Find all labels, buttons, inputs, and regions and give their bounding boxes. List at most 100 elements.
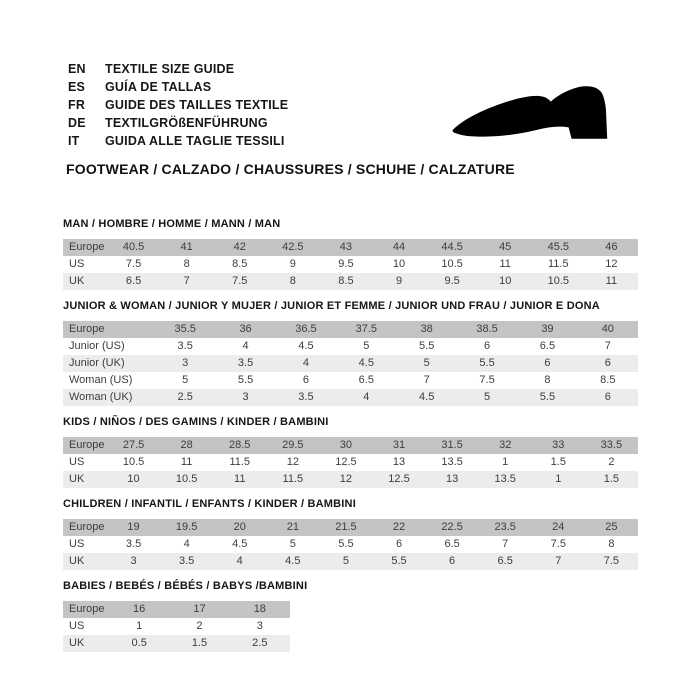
size-cell: 2 (196, 620, 203, 632)
size-cell: 5.5 (539, 391, 556, 403)
language-label: GUIDA ALLE TAGLIE TESSILI (105, 134, 285, 148)
size-cell: 21.5 (335, 521, 357, 533)
size-cell: 6.5 (497, 555, 513, 567)
size-cell: 5.5 (391, 555, 407, 567)
size-cell: 40 (601, 323, 614, 335)
size-cell: 28 (180, 439, 193, 451)
size-cell: 33 (552, 439, 565, 451)
language-list: EN TEXTILE SIZE GUIDE ES GUÍA DE TALLAS FR GU… (68, 60, 288, 150)
size-cell: 18 (253, 603, 266, 615)
size-cell: 12 (286, 456, 299, 468)
size-cell: 20 (233, 521, 246, 533)
size-table-section: KIDS / NIÑOS / DES GAMINS / KINDER / BAM… (63, 415, 638, 488)
language-label: TEXTILE SIZE GUIDE (105, 62, 235, 76)
size-cell: 31 (392, 439, 406, 451)
size-cell: 12 (605, 258, 618, 270)
size-cell: 3.5 (298, 391, 314, 403)
size-cell: 44 (392, 241, 406, 253)
size-cell: 7.5 (479, 374, 495, 386)
table-header-row: Europe 27.5 28 28.5 29.5 30 31 31.5 32 33 33.5 (63, 437, 638, 454)
language-code: ES (68, 80, 86, 94)
category-heading: FOOTWEAR / CALZADO / CHAUSSURES / SCHUHE… (66, 161, 515, 177)
size-cell: 3 (130, 555, 137, 567)
size-cell: 4 (236, 555, 243, 567)
size-cell: 5.5 (479, 357, 495, 369)
size-cell: 27.5 (122, 439, 145, 451)
size-cell: 9 (289, 258, 296, 270)
table-row: UK 6.5 7 7.5 8 8.5 9 9.5 10 10.5 11 (63, 273, 638, 290)
size-table: Europe 19 19.5 20 21 21.5 22 22.5 23.5 24 25 US 3.5 4… (63, 519, 638, 570)
size-cell: 11 (180, 456, 193, 468)
size-cell: 7.5 (125, 258, 142, 270)
size-cell: 4.5 (419, 391, 435, 403)
table-row: UK 10 10.5 11 11.5 12 12.5 13 13.5 1 1.5 (63, 471, 638, 488)
size-table-section: CHILDREN / INFANTIL / ENFANTS / KINDER /… (63, 497, 638, 570)
size-cell: 40.5 (122, 241, 145, 253)
size-cell: 6 (302, 374, 309, 386)
size-cell: 8 (544, 374, 551, 386)
size-cell: 11 (605, 275, 618, 287)
size-cell: 4.5 (358, 357, 374, 369)
row-label-cell: US (69, 258, 85, 270)
section-title: MAN / HOMBRE / HOMME / MANN / MAN (63, 218, 281, 230)
size-cell: 38 (420, 323, 433, 335)
size-cell: 12.5 (335, 456, 357, 468)
size-cell: 6 (604, 357, 611, 369)
size-cell: 4.5 (298, 340, 314, 352)
table-row: US 10.5 11 11.5 12 12.5 13 13.5 1 1.5 2 (63, 454, 638, 471)
size-cell: 7 (604, 340, 611, 352)
size-cell: 37.5 (355, 323, 378, 335)
size-cell: 4.5 (232, 538, 248, 550)
size-cell: 10 (499, 275, 512, 287)
size-cell: 4 (302, 357, 309, 369)
size-cell: 7 (423, 374, 430, 386)
size-cell: 4 (363, 391, 370, 403)
size-cell: 31.5 (441, 439, 463, 451)
language-code: IT (68, 134, 80, 148)
size-cell: 3.5 (237, 357, 254, 369)
size-table: Europe 40.5 41 42 42.5 43 44 44.5 45 45.5 46 US 7.5 8… (63, 239, 638, 290)
size-cell: 6 (395, 538, 403, 550)
size-cell: 6.5 (125, 275, 142, 287)
size-cell: 35.5 (174, 323, 196, 335)
language-label: GUIDE DES TAILLES TEXTILE (105, 98, 289, 112)
size-cell: 42.5 (282, 241, 304, 253)
size-cell: 1 (555, 473, 562, 485)
size-cell: 5 (423, 357, 430, 369)
table-header-row: Europe 16 17 18 (63, 601, 290, 618)
row-label-cell: Europe (69, 323, 105, 335)
size-cell: 10 (127, 473, 140, 485)
language-label: GUÍA DE TALLAS (105, 80, 212, 94)
size-cell: 11 (499, 258, 511, 270)
size-cell: 3.5 (177, 340, 193, 352)
size-cell: 3 (242, 391, 249, 403)
size-cell: 8 (608, 538, 615, 550)
size-cell: 29.5 (282, 439, 304, 451)
size-cell: 45.5 (547, 241, 569, 253)
section-title: JUNIOR & WOMAN / JUNIOR Y MUJER / JUNIOR… (63, 300, 600, 312)
size-cell: 8.5 (232, 258, 248, 270)
size-cell: 10.5 (175, 473, 198, 485)
table-row: US 3.5 4 4.5 5 5.5 6 6.5 7 7.5 8 (63, 536, 638, 553)
size-cell: 42 (233, 241, 246, 253)
size-cell: 17 (193, 603, 206, 615)
row-label-cell: US (69, 620, 85, 632)
size-cell: 6 (604, 391, 611, 403)
size-cell: 33.5 (600, 439, 623, 451)
table-row: UK 0.5 1.5 2.5 (63, 635, 290, 652)
size-cell: 43 (339, 241, 353, 253)
size-cell: 46 (605, 241, 618, 253)
table-row: UK 3 3.5 4 4.5 5 5.5 6 6.5 7 7.5 (63, 553, 638, 570)
size-table-section: JUNIOR & WOMAN / JUNIOR Y MUJER / JUNIOR… (63, 299, 638, 406)
size-table-section: MAN / HOMBRE / HOMME / MANN / MAN Europe 4… (63, 217, 638, 290)
size-cell: 4.5 (285, 555, 301, 567)
table-row: Junior (UK) 3 3.5 4 4.5 5 5.5 6 6 (63, 355, 638, 372)
row-label-cell: Europe (69, 241, 105, 253)
size-cell: 3.5 (125, 538, 142, 550)
size-cell: 1.5 (191, 637, 208, 649)
size-cell: 0.5 (131, 637, 147, 649)
size-cell: 10.5 (122, 456, 145, 468)
size-cell: 3.5 (178, 555, 195, 567)
size-cell: 13.5 (441, 456, 463, 468)
language-row: ES GUÍA DE TALLAS (68, 78, 288, 96)
